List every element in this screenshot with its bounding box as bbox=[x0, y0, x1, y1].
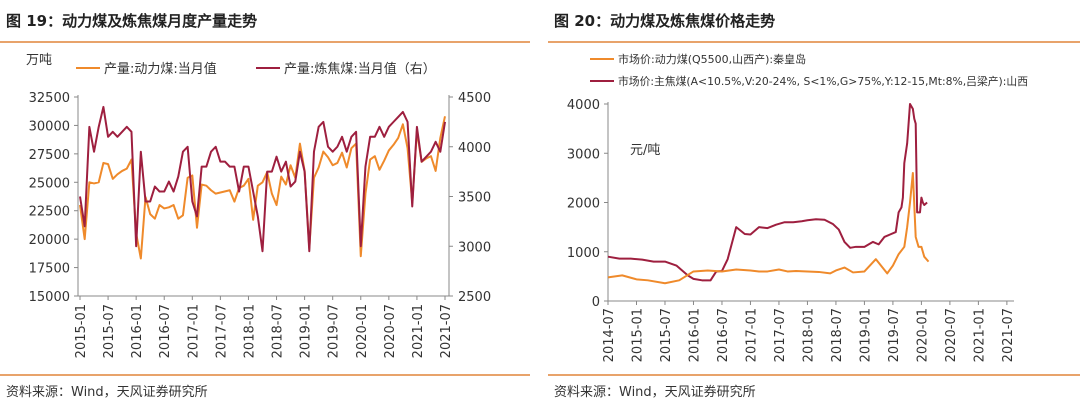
y-axis-unit-label: 万吨 bbox=[26, 53, 52, 68]
y-tick-label: 2000 bbox=[567, 197, 600, 212]
x-tick-label: 2014-07 bbox=[602, 308, 617, 362]
x-tick-label: 2021-01 bbox=[972, 308, 987, 362]
x-tick-label: 2018-01 bbox=[242, 304, 257, 358]
x-tick-label: 2015-07 bbox=[659, 308, 674, 362]
x-tick-label: 2017-01 bbox=[744, 308, 759, 362]
x-tick-label: 2017-07 bbox=[773, 308, 788, 362]
x-tick-label: 2015-07 bbox=[102, 304, 117, 358]
x-tick-label: 2016-01 bbox=[687, 308, 702, 362]
y-axis-unit-label: 元/吨 bbox=[630, 143, 660, 158]
x-tick-label: 2016-07 bbox=[716, 308, 731, 362]
x-tick-label: 2018-01 bbox=[801, 308, 816, 362]
y-tick-label: 1000 bbox=[567, 246, 600, 261]
series-line-coking-price bbox=[607, 103, 928, 282]
chart-panel-production: 图 19：动力煤及炼焦煤月度产量走势 万吨产量:动力煤:当月值 产量:炼焦煤:当月… bbox=[0, 0, 530, 406]
x-tick-label: 2019-01 bbox=[858, 308, 873, 362]
y-tick-label-left: 32500 bbox=[29, 91, 70, 106]
x-tick-label: 2021-07 bbox=[439, 304, 454, 358]
x-tick-label: 2020-07 bbox=[944, 308, 959, 362]
y-tick-label-right: 4000 bbox=[458, 141, 491, 156]
chart-title: 图 20：动力煤及炼焦煤价格走势 bbox=[554, 12, 776, 30]
y-tick-label: 3000 bbox=[567, 147, 600, 162]
y-tick-label-left: 22500 bbox=[29, 205, 70, 220]
y-tick-label-left: 17500 bbox=[29, 262, 70, 277]
title-divider bbox=[0, 41, 530, 43]
y-tick-label-left: 30000 bbox=[29, 119, 70, 134]
x-tick-label: 2016-01 bbox=[130, 304, 145, 358]
x-tick-label: 2021-01 bbox=[411, 304, 426, 358]
x-tick-label: 2019-01 bbox=[299, 304, 314, 358]
source-note: 资料来源：Wind，天风证券研究所 bbox=[6, 385, 208, 400]
series-line-thermal-output bbox=[79, 116, 446, 260]
y-tick-label-left: 25000 bbox=[29, 176, 70, 191]
legend-label-thermal-price: 市场价:动力煤(Q5500,山西产):秦皇岛 bbox=[618, 52, 806, 66]
y-tick-label: 0 bbox=[592, 295, 600, 310]
x-tick-label: 2017-01 bbox=[186, 304, 201, 358]
source-divider bbox=[548, 374, 1080, 376]
x-tick-label: 2017-07 bbox=[214, 304, 229, 358]
price-line-chart: 市场价:动力煤(Q5500,山西产):秦皇岛市场价:主焦煤(A<10.5%,V:… bbox=[567, 52, 1028, 362]
series-line-thermal-price bbox=[607, 171, 930, 285]
x-tick-label: 2020-01 bbox=[355, 304, 370, 358]
x-tick-label: 2018-07 bbox=[830, 308, 845, 362]
y-tick-label-left: 27500 bbox=[29, 148, 70, 163]
x-tick-label: 2015-01 bbox=[630, 308, 645, 362]
y-tick-label-right: 2500 bbox=[458, 290, 491, 305]
y-tick-label-left: 15000 bbox=[29, 290, 70, 305]
chart-title: 图 19：动力煤及炼焦煤月度产量走势 bbox=[6, 12, 258, 30]
y-tick-label-right: 3500 bbox=[458, 191, 491, 206]
x-tick-label: 2016-07 bbox=[158, 304, 173, 358]
x-tick-label: 2015-01 bbox=[74, 304, 89, 358]
x-tick-label: 2020-01 bbox=[915, 308, 930, 362]
title-divider bbox=[548, 41, 1080, 43]
source-note: 资料来源：Wind，天风证券研究所 bbox=[554, 385, 756, 400]
y-tick-label-right: 3000 bbox=[458, 240, 491, 255]
legend-label-coking-price: 市场价:主焦煤(A<10.5%,V:20-24%, S<1%,G>75%,Y:1… bbox=[618, 74, 1028, 88]
x-tick-label: 2020-07 bbox=[383, 304, 398, 358]
y-tick-label-left: 20000 bbox=[29, 233, 70, 248]
x-tick-label: 2018-07 bbox=[271, 304, 286, 358]
x-tick-label: 2019-07 bbox=[887, 308, 902, 362]
x-tick-label: 2019-07 bbox=[327, 304, 342, 358]
legend-label-thermal: 产量:动力煤:当月值 bbox=[104, 61, 217, 77]
x-tick-label: 2021-07 bbox=[1001, 308, 1016, 362]
chart-panel-price: 图 20：动力煤及炼焦煤价格走势 市场价:动力煤(Q5500,山西产):秦皇岛市… bbox=[548, 0, 1080, 406]
legend-label-coking: 产量:炼焦煤:当月值（右） bbox=[284, 61, 436, 77]
source-divider bbox=[0, 374, 530, 376]
series-line-coking-output bbox=[79, 105, 446, 253]
y-tick-label: 4000 bbox=[567, 98, 600, 113]
y-tick-label-right: 4500 bbox=[458, 91, 491, 106]
